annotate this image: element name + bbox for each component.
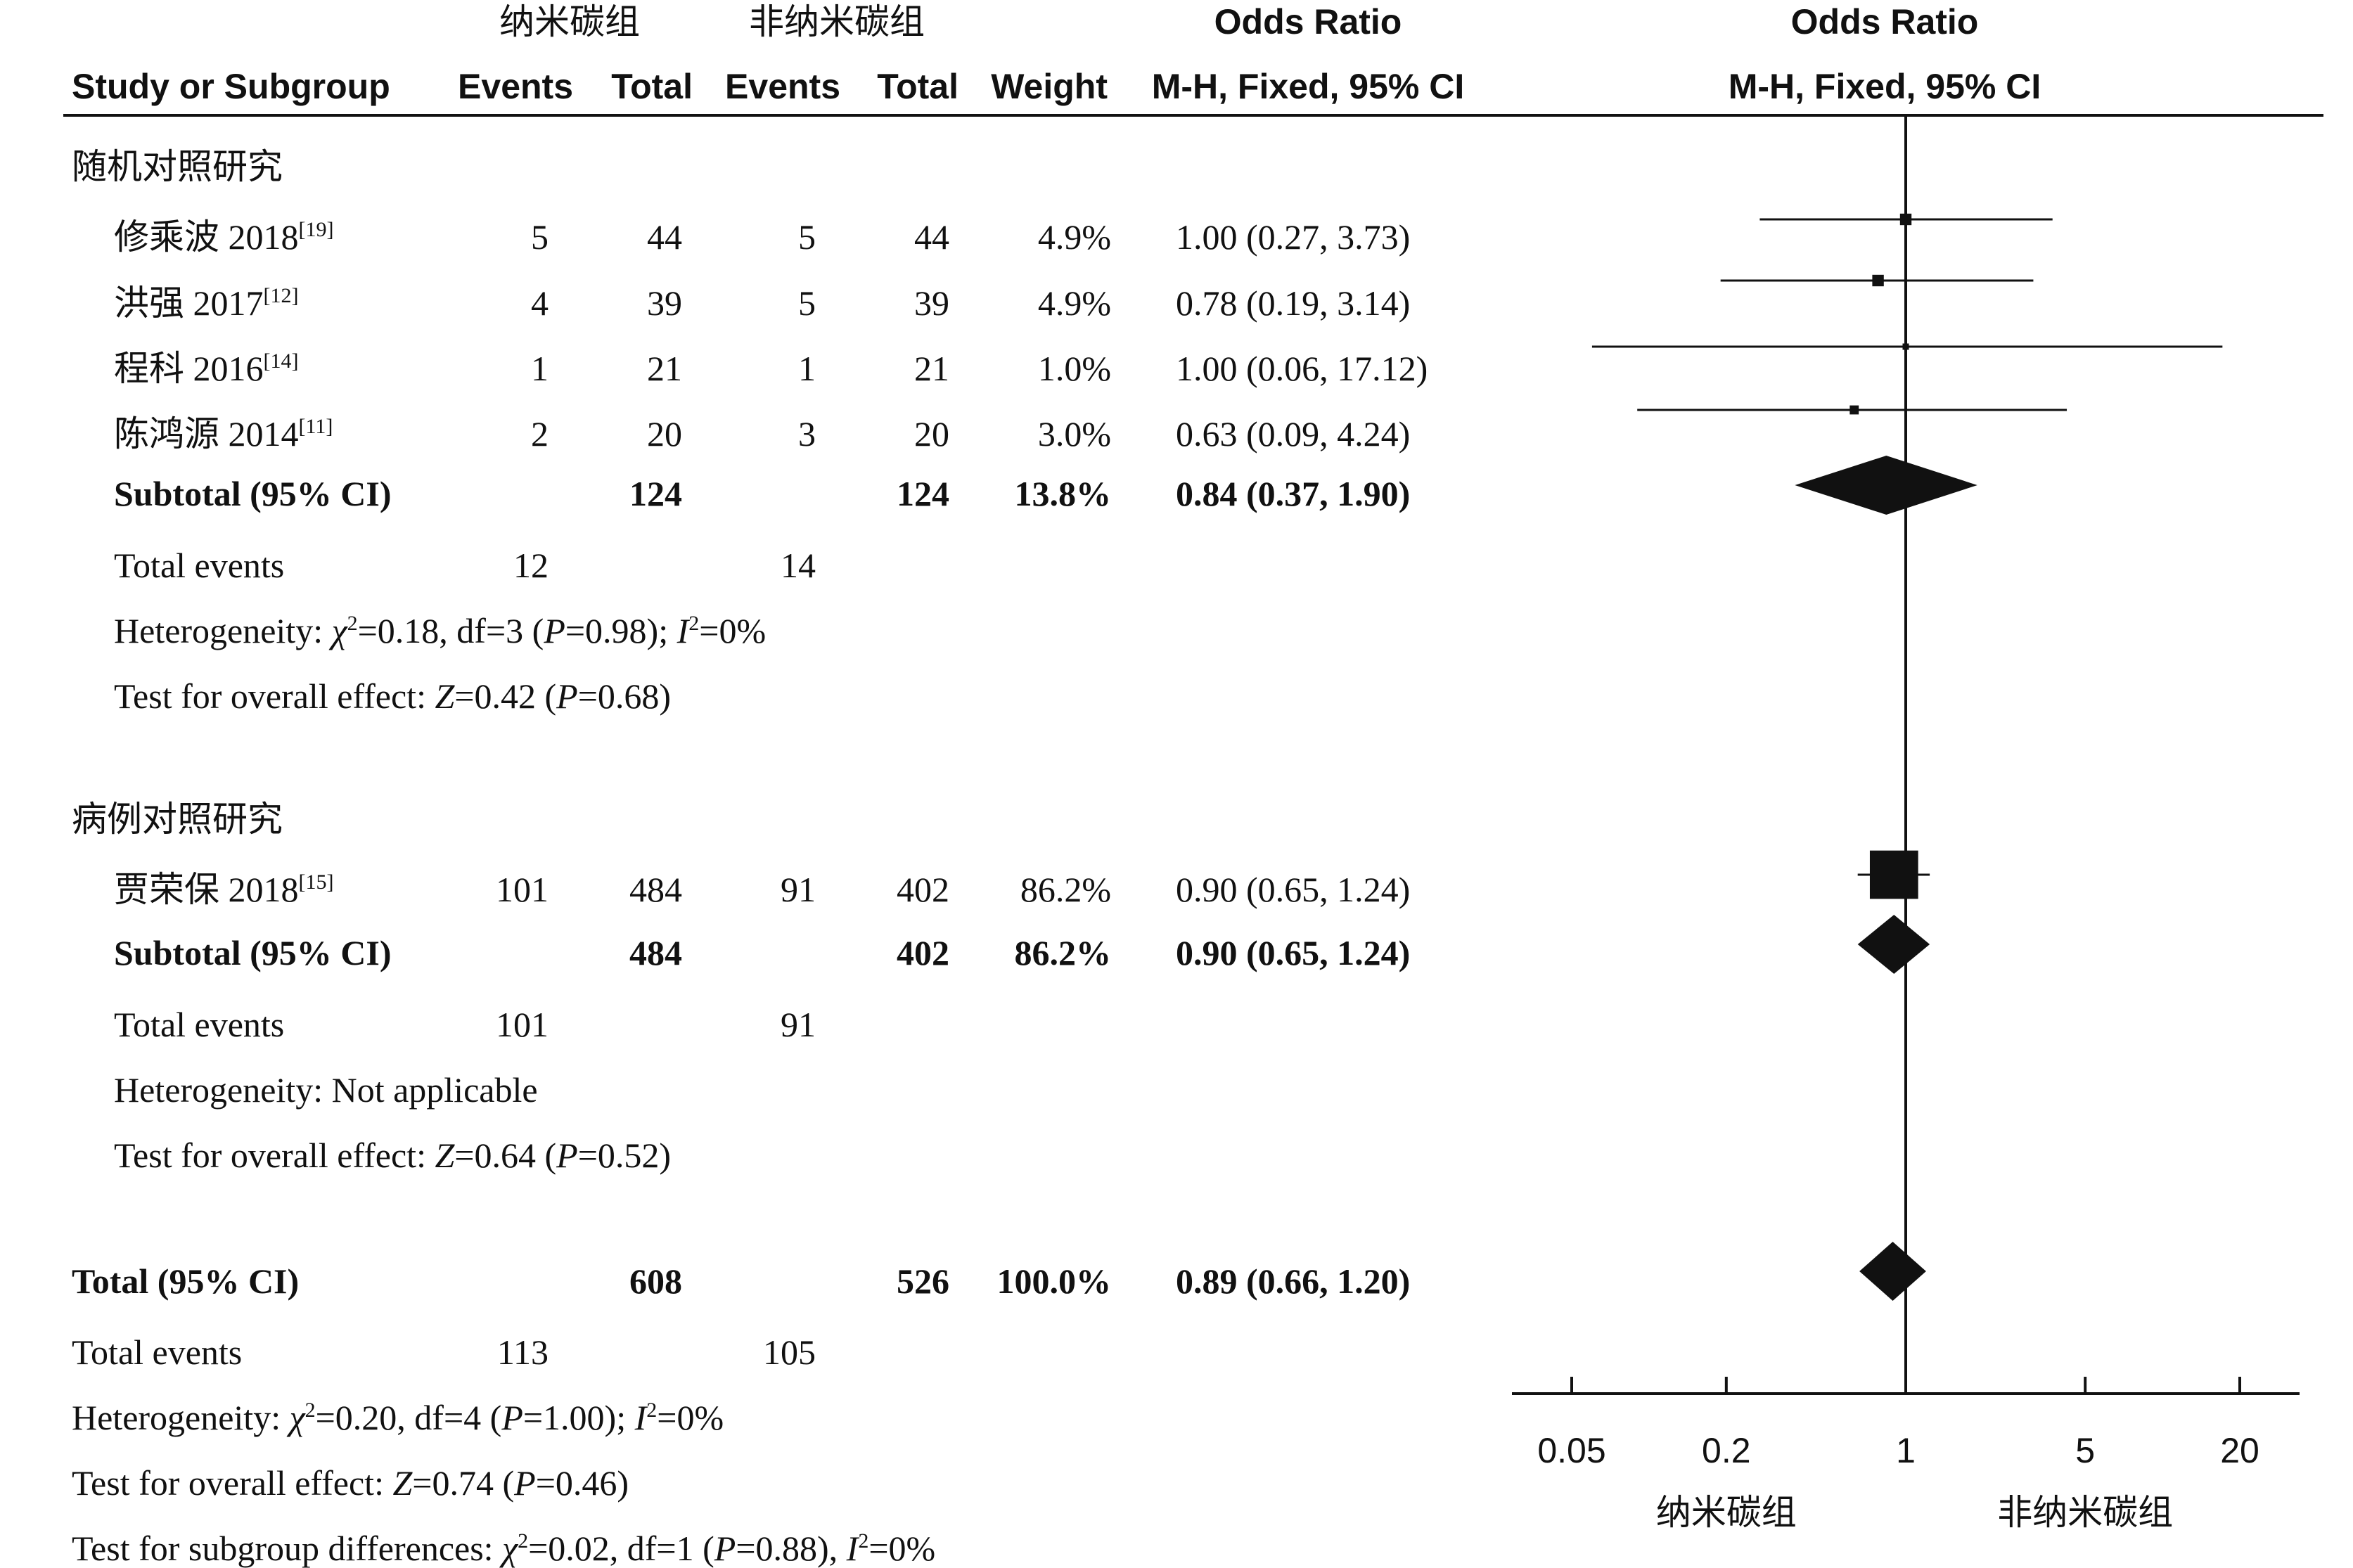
study-name: 程科 2016[14] bbox=[114, 349, 299, 388]
study-marker bbox=[1849, 405, 1859, 415]
weight: 4.9% bbox=[1037, 217, 1111, 257]
total-events-ctrl: 14 bbox=[781, 546, 816, 585]
study-marker bbox=[1872, 274, 1884, 287]
subtotal-weight: 86.2% bbox=[1014, 933, 1112, 972]
subtotal-exp-total: 124 bbox=[629, 474, 682, 513]
total-label: Total (95% CI) bbox=[72, 1261, 300, 1301]
study-name: 洪强 2017[12] bbox=[114, 283, 299, 323]
exp-total: 44 bbox=[647, 217, 682, 257]
ctrl-events: 3 bbox=[798, 414, 816, 454]
total-weight: 100.0% bbox=[996, 1261, 1112, 1301]
x-tick-label: 0.2 bbox=[1702, 1431, 1751, 1470]
total-events-label: Total events bbox=[114, 546, 285, 585]
x-tick-label: 0.05 bbox=[1537, 1431, 1605, 1470]
ctrl-events: 5 bbox=[798, 217, 816, 257]
exp-events-header: Events bbox=[458, 67, 573, 106]
total-events-exp: 101 bbox=[496, 1005, 549, 1044]
subtotal-weight: 13.8% bbox=[1014, 474, 1112, 513]
exp-events: 2 bbox=[531, 414, 549, 454]
ctrl-total: 44 bbox=[914, 217, 949, 257]
exp-events: 5 bbox=[531, 217, 549, 257]
exp-events: 1 bbox=[531, 349, 549, 388]
favours-left-label: 纳米碳组 bbox=[1656, 1492, 1797, 1533]
study-name: 陈鸿源 2014[11] bbox=[114, 414, 333, 454]
ctrl-total: 39 bbox=[914, 283, 949, 323]
exp-total: 21 bbox=[647, 349, 682, 388]
total-events-ctrl: 91 bbox=[781, 1005, 816, 1044]
heterogeneity-text: Heterogeneity: Not applicable bbox=[114, 1070, 538, 1110]
exp-group-header: 纳米碳组 bbox=[499, 2, 640, 41]
ctrl-events: 1 bbox=[798, 349, 816, 388]
or-method-header-left: M-H, Fixed, 95% CI bbox=[1151, 67, 1465, 106]
summary-diamond bbox=[1857, 915, 1930, 974]
ctrl-events: 5 bbox=[798, 283, 816, 323]
exp-total: 39 bbox=[647, 283, 682, 323]
subtotal-ci: 0.84 (0.37, 1.90) bbox=[1176, 474, 1411, 513]
total-ci: 0.89 (0.66, 1.20) bbox=[1176, 1261, 1411, 1301]
exp-events: 4 bbox=[531, 283, 549, 323]
subtotal-ci: 0.90 (0.65, 1.24) bbox=[1176, 933, 1411, 972]
group-title-case-control: 病例对照研究 bbox=[72, 799, 283, 839]
subtotal-exp-total: 484 bbox=[629, 933, 682, 972]
exp-events: 101 bbox=[496, 870, 549, 909]
ctrl-total: 21 bbox=[914, 349, 949, 388]
weight: 86.2% bbox=[1020, 870, 1111, 909]
x-tick-label: 1 bbox=[1896, 1431, 1916, 1470]
overall-total-events-ctrl: 105 bbox=[763, 1332, 816, 1372]
odds-ratio-ci: 1.00 (0.06, 17.12) bbox=[1176, 349, 1428, 388]
x-tick-label: 20 bbox=[2220, 1431, 2259, 1470]
ctrl-events-header: Events bbox=[725, 67, 840, 106]
ctrl-total-header: Total bbox=[877, 67, 958, 106]
study-name: 修乘波 2018[19] bbox=[114, 217, 334, 257]
overall-effect-text: Test for overall effect: Z=0.64 (P=0.52) bbox=[114, 1136, 672, 1175]
summary-diamond bbox=[1859, 1242, 1926, 1301]
ctrl-events: 91 bbox=[781, 870, 816, 909]
study-marker bbox=[1902, 343, 1909, 350]
group-title-rct: 随机对照研究 bbox=[72, 147, 283, 186]
overall-heterogeneity-text: Heterogeneity: χ2=0.20, df=4 (P=1.00); I… bbox=[72, 1398, 724, 1437]
overall-total-events-label: Total events bbox=[72, 1332, 243, 1372]
exp-total: 20 bbox=[647, 414, 682, 454]
or-header-left: Odds Ratio bbox=[1214, 2, 1402, 41]
summary-diamond bbox=[1795, 456, 1977, 515]
ctrl-group-header: 非纳米碳组 bbox=[749, 2, 925, 41]
study-marker bbox=[1899, 213, 1912, 226]
favours-right-label: 非纳米碳组 bbox=[1997, 1492, 2173, 1533]
exp-total-header: Total bbox=[611, 67, 693, 106]
total-exp-total: 608 bbox=[629, 1261, 682, 1301]
subtotal-ctrl-total: 402 bbox=[897, 933, 949, 972]
odds-ratio-ci: 0.78 (0.19, 3.14) bbox=[1176, 283, 1411, 323]
weight: 1.0% bbox=[1037, 349, 1111, 388]
or-method-header-right: M-H, Fixed, 95% CI bbox=[1728, 67, 2041, 106]
weight: 3.0% bbox=[1037, 414, 1111, 454]
odds-ratio-ci: 1.00 (0.27, 3.73) bbox=[1176, 217, 1411, 257]
exp-total: 484 bbox=[629, 870, 682, 909]
or-header-right: Odds Ratio bbox=[1790, 2, 1979, 41]
odds-ratio-ci: 0.63 (0.09, 4.24) bbox=[1176, 414, 1411, 454]
total-events-label: Total events bbox=[114, 1005, 285, 1044]
odds-ratio-ci: 0.90 (0.65, 1.24) bbox=[1176, 870, 1411, 909]
header-rule bbox=[63, 114, 2323, 117]
ctrl-total: 402 bbox=[897, 870, 949, 909]
study-column-header: Study or Subgroup bbox=[72, 67, 390, 106]
heterogeneity-text: Heterogeneity: χ2=0.18, df=3 (P=0.98); I… bbox=[114, 611, 767, 650]
total-events-exp: 12 bbox=[513, 546, 549, 585]
subtotal-label: Subtotal (95% CI) bbox=[114, 474, 392, 513]
weight: 4.9% bbox=[1037, 283, 1111, 323]
ctrl-total: 20 bbox=[914, 414, 949, 454]
weight-header: Weight bbox=[991, 67, 1108, 106]
study-marker bbox=[1869, 850, 1918, 899]
total-ctrl-total: 526 bbox=[897, 1261, 949, 1301]
subtotal-ctrl-total: 124 bbox=[897, 474, 949, 513]
overall-effect-text: Test for overall effect: Z=0.42 (P=0.68) bbox=[114, 676, 672, 716]
overall-effect-total-text: Test for overall effect: Z=0.74 (P=0.46) bbox=[72, 1463, 629, 1503]
x-tick-label: 5 bbox=[2075, 1431, 2095, 1470]
subgroup-differences-text: Test for subgroup differences: χ2=0.02, … bbox=[72, 1529, 936, 1568]
overall-total-events-exp: 113 bbox=[496, 1332, 549, 1372]
subtotal-label: Subtotal (95% CI) bbox=[114, 933, 392, 972]
study-name: 贾荣保 2018[15] bbox=[114, 870, 334, 909]
